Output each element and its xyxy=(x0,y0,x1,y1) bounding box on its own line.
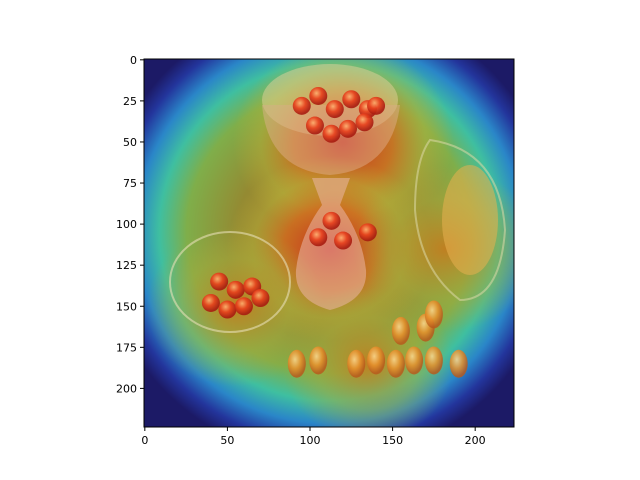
cherry xyxy=(292,96,311,115)
cherry xyxy=(347,349,366,378)
x-tick-label: 200 xyxy=(465,434,486,447)
cherry xyxy=(342,90,361,109)
cherry xyxy=(338,119,357,138)
y-tick-label: 75 xyxy=(123,177,137,190)
y-tick-label: 200 xyxy=(116,382,137,395)
cherry xyxy=(367,96,386,115)
cherry xyxy=(334,231,353,250)
cherry xyxy=(405,346,424,375)
x-tick-label: 150 xyxy=(382,434,403,447)
heatmap-image xyxy=(144,59,514,427)
cherry xyxy=(358,223,377,242)
cherry xyxy=(449,349,468,378)
cherry xyxy=(424,300,443,329)
cherry xyxy=(226,280,245,299)
cherry xyxy=(305,116,324,135)
cherry xyxy=(251,289,270,308)
y-tick-label: 150 xyxy=(116,300,137,313)
y-axis: 0 25 50 75 100 125 150 175 200 xyxy=(116,54,144,395)
y-tick-label: 100 xyxy=(116,218,137,231)
cherry xyxy=(218,300,237,319)
cherry xyxy=(309,346,328,375)
y-tick-label: 0 xyxy=(130,54,137,67)
cherry xyxy=(322,211,341,230)
cherry xyxy=(325,100,344,119)
cherries xyxy=(201,86,468,378)
cherry xyxy=(424,346,443,375)
left-glass-bowl xyxy=(169,231,291,333)
cherry xyxy=(210,272,229,291)
cherry xyxy=(234,297,253,316)
x-tick-label: 50 xyxy=(220,434,234,447)
y-tick-label: 25 xyxy=(123,95,137,108)
y-tick-label: 50 xyxy=(123,136,137,149)
cherry xyxy=(391,316,410,345)
x-tick-label: 100 xyxy=(300,434,321,447)
cherry xyxy=(309,86,328,105)
cherry xyxy=(355,113,374,132)
cherry xyxy=(386,349,405,378)
cherry xyxy=(322,124,341,143)
cherry xyxy=(287,349,306,378)
right-pitcher xyxy=(413,138,507,302)
y-tick-label: 175 xyxy=(116,341,137,354)
y-tick-label: 125 xyxy=(116,259,137,272)
plot-frame xyxy=(143,58,515,428)
x-axis: 0 50 100 150 200 xyxy=(141,427,486,447)
cherry xyxy=(201,293,220,312)
cherry xyxy=(367,346,386,375)
x-tick-label: 0 xyxy=(141,434,148,447)
cherry xyxy=(309,228,328,247)
